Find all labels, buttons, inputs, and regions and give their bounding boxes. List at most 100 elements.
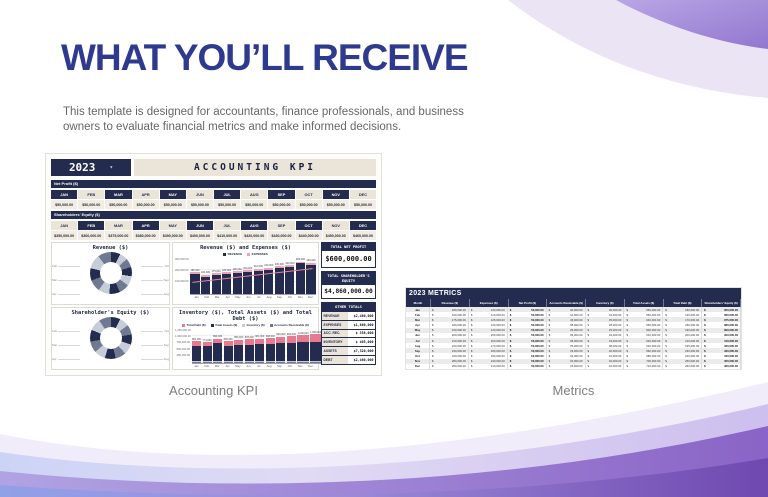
cell-value: 180,000.00 xyxy=(490,348,505,353)
currency-sign: $ xyxy=(587,317,590,322)
month-cell: OCT xyxy=(295,221,322,230)
cell-value: 34,000.00 xyxy=(570,364,583,369)
legend-swatch xyxy=(210,323,214,327)
equity-value-cell: $380,000.00 xyxy=(132,231,159,240)
metrics-value-cell: $180,000.00 xyxy=(430,307,469,313)
metrics-value-cell: $180,000.00 xyxy=(663,307,703,313)
metrics-month-cell: Sep xyxy=(406,348,430,354)
bar: 220,000 xyxy=(264,258,274,294)
revenue-segment xyxy=(274,268,284,294)
currency-sign: $ xyxy=(548,348,551,353)
y-tick: - xyxy=(187,291,189,294)
cell-value: 50,000.00 xyxy=(531,317,544,322)
bar-value-label: 800,000 xyxy=(192,337,202,341)
total-assets-segment xyxy=(297,341,309,361)
metrics-value-cell: $210,000.00 xyxy=(430,337,469,344)
bar: 1,050,000 xyxy=(310,329,322,363)
currency-sign: $ xyxy=(470,364,473,369)
currency-sign: $ xyxy=(665,338,667,343)
metrics-value-cell: $260,000.00 xyxy=(430,363,469,369)
revenue-donut-panel: Revenue ($) Feb Mar Apr Oct Sep Aug xyxy=(51,242,170,305)
net-profit-section-label: Net Profit ($) xyxy=(51,180,376,188)
bar-value-label: 963,000 xyxy=(276,333,286,337)
other-totals-row: INVENTORY $ 405,000 xyxy=(322,337,375,347)
x-tick: Oct xyxy=(287,296,292,299)
other-total-label: DEBT xyxy=(322,355,348,364)
metrics-value-cell: $50,000.00 xyxy=(508,322,547,328)
metrics-month-cell: Dec xyxy=(406,363,430,369)
net-profit-value-cell: $50,000.00 xyxy=(268,200,295,209)
currency-sign: $ xyxy=(587,338,590,343)
net-profit-values-row: $50,000.00 $50,000.00 $50,000.00 $50,000.00… xyxy=(51,200,377,209)
accounts-receivable-segment xyxy=(255,362,265,363)
net-profit-value-cell: $50,000.00 xyxy=(349,200,377,209)
metrics-month-cell: Mar xyxy=(406,317,430,323)
x-tick: Jun xyxy=(246,365,251,368)
net-profit-value-cell: $50,000.00 xyxy=(241,200,268,209)
x-tick: Apr xyxy=(225,296,230,299)
cell-value: 190,000.00 xyxy=(685,328,700,333)
currency-sign: $ xyxy=(470,312,473,317)
year-dropdown[interactable]: 2023 ▾ xyxy=(51,159,131,176)
currency-sign: $ xyxy=(432,338,434,343)
expenses-segment xyxy=(222,272,232,275)
metrics-value-cell: $38,000.00 xyxy=(547,322,586,328)
cell-value: 33,000.00 xyxy=(570,348,583,353)
currency-sign: $ xyxy=(548,328,551,333)
currency-sign: $ xyxy=(704,343,706,348)
currency-sign: $ xyxy=(665,348,667,353)
currency-sign: $ xyxy=(432,307,434,312)
currency-sign: $ xyxy=(548,317,551,322)
legend-item: Inventory ($) xyxy=(242,323,265,327)
cell-value: 230,000.00 xyxy=(685,348,700,353)
metrics-value-cell: $50,000.00 xyxy=(508,363,547,369)
bar-value-label: 175,000 xyxy=(211,269,221,273)
inventory-segment xyxy=(244,361,254,362)
metrics-value-cell: $50,000.00 xyxy=(508,307,547,313)
inventory-segment xyxy=(310,360,322,363)
equity-months-row: JAN FEB MAR APR MAY JUN JUL AUG SEP OCT NOV DEC xyxy=(51,221,377,230)
metrics-header-row: Month Revenue ($) Expenses ($) Net Profit (… xyxy=(406,299,741,307)
table-row: Apr $180,000.00 $130,000.00 $50,000.00 $38,0… xyxy=(406,322,741,328)
metrics-value-cell: $50,000.00 xyxy=(508,317,547,323)
cell-value: 50,000.00 xyxy=(531,364,544,369)
currency-sign: $ xyxy=(509,343,512,348)
metrics-value-cell: $600,000.00 xyxy=(624,327,664,333)
accounts-receivable-segment xyxy=(213,361,223,363)
bar: 774,000 xyxy=(202,329,212,363)
month-cell: JAN xyxy=(51,190,78,199)
cell-value: 36,000.00 xyxy=(570,333,583,338)
table-row: Sep $230,000.00 $180,000.00 $50,000.00 $33,0… xyxy=(406,348,741,354)
net-profit-value-cell: $50,000.00 xyxy=(78,200,105,209)
cell-value: 32,000.00 xyxy=(608,312,622,317)
total-assets-segment xyxy=(255,344,265,362)
other-total-value: $2,460,000 xyxy=(347,355,375,364)
bar: 878,000 xyxy=(244,329,254,363)
other-totals-panel: OTHER TOTALS REVENUE $2,460,000 EXPENSES $1… xyxy=(321,302,376,365)
cell-value: 50,000.00 xyxy=(531,312,544,317)
x-tick: Oct xyxy=(287,365,292,368)
other-totals-row: ASSETS $7,320,000 xyxy=(322,346,375,355)
cell-value: 410,000.00 xyxy=(724,338,738,343)
page-title: WHAT YOU’LL RECEIVE xyxy=(61,37,469,78)
y-tick: 500,000.00 xyxy=(176,347,190,351)
year-value: 2023 xyxy=(68,161,96,174)
legend-swatch xyxy=(223,252,227,256)
metrics-value-cell: $32,000.00 xyxy=(547,353,586,359)
metrics-value-cell: $380,000.00 xyxy=(702,322,741,328)
expenses-segment xyxy=(232,271,242,274)
currency-sign: $ xyxy=(704,364,706,369)
expenses-segment xyxy=(295,261,305,264)
net-profit-value-cell: $50,000.00 xyxy=(295,200,322,209)
bar-value-label: 774,000 xyxy=(202,338,212,342)
currency-sign: $ xyxy=(704,307,706,312)
total-assets-segment xyxy=(265,343,275,361)
cell-value: 400,000.00 xyxy=(724,333,738,338)
leader-line xyxy=(58,279,81,281)
legend-label: Total Assets ($) xyxy=(215,323,238,327)
metrics-month-cell: May xyxy=(406,327,430,333)
revenue-segment xyxy=(222,274,232,294)
currency-sign: $ xyxy=(509,364,512,369)
other-totals-row: REVENUE $2,460,000 xyxy=(322,311,375,320)
metrics-value-cell: $45,000.00 xyxy=(547,317,586,323)
